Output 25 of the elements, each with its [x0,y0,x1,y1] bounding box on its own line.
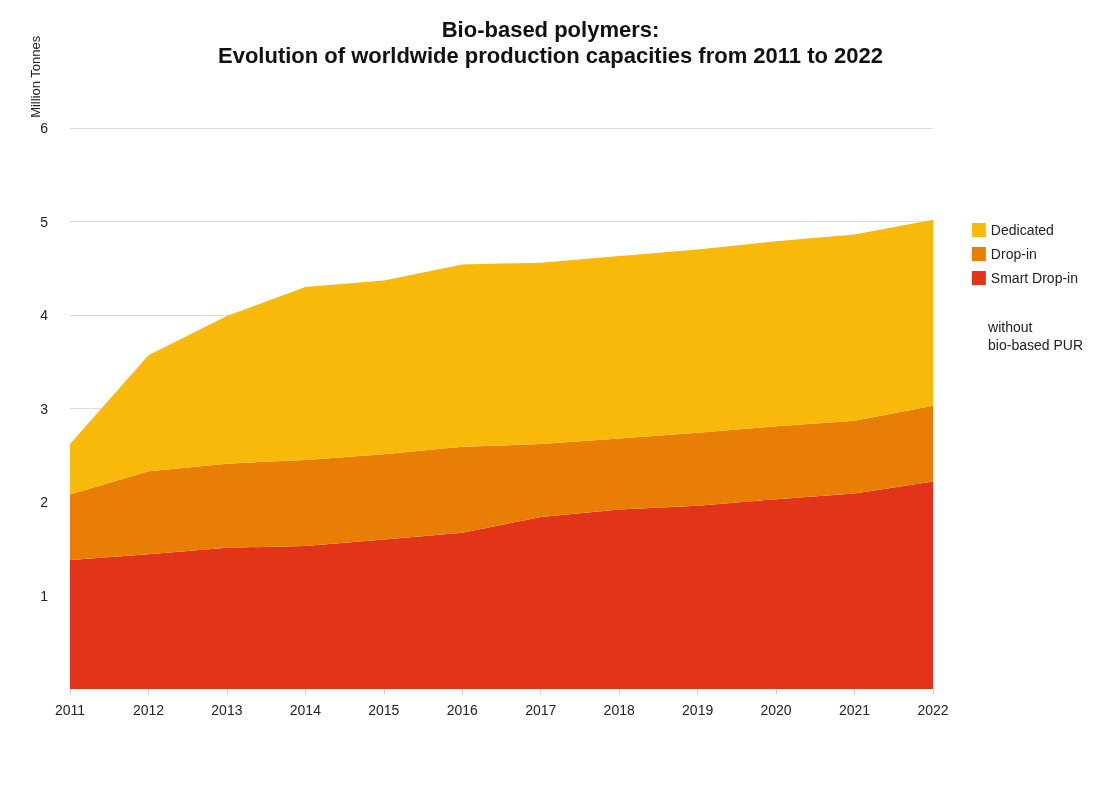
y-tick-label: 6 [40,120,49,136]
legend-label: Dedicated [990,222,1054,238]
x-tick-label: 2016 [446,702,479,718]
x-tick-label: 2022 [917,702,949,718]
y-tick-label: 1 [40,587,49,604]
x-tick-label: 2015 [368,702,400,718]
x-tick-label: 2013 [211,702,243,718]
chart-title: Bio-based polymers: [441,16,660,42]
x-tick-label: 2014 [289,702,322,718]
x-tick-label: 2021 [838,702,871,718]
text: without bio-based PUR [987,319,1083,353]
legend-label: Drop-in [990,246,1037,262]
x-tick-label: 2012 [132,702,165,718]
x-tick-label: 2011 [54,702,86,718]
y-tick-label: 3 [40,400,49,417]
x-tick-label: 2019 [682,702,714,718]
x-tick-label: 2018 [603,702,635,718]
chart-subtitle: Evolution of worldwide production capacities from 2011 to 2022 [217,42,884,68]
y-tick-label: 2 [40,494,49,510]
y-tick-label: 5 [40,213,49,230]
legend-label: Smart Drop-in [990,270,1079,286]
x-tick-label: 2017 [525,702,557,718]
x-tick-label: 2020 [760,702,792,718]
y-tick-label: 4 [40,307,49,323]
y-axis-title: Million Tonnes [28,35,43,118]
